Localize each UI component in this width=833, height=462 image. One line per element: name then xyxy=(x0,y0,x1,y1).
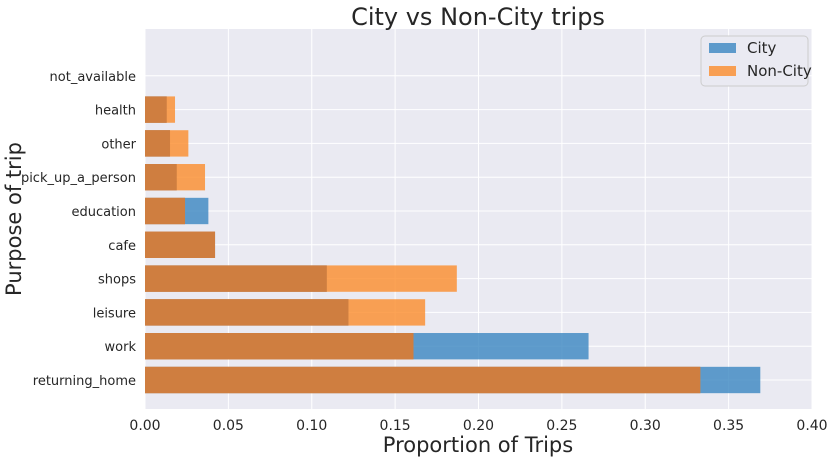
bar-overlap-education xyxy=(145,197,186,225)
y-tick-label: shops xyxy=(98,273,136,288)
y-tick-label: other xyxy=(101,137,136,152)
bars xyxy=(145,96,761,394)
bar-overlap-work xyxy=(145,333,414,360)
y-tick-label: pick_up_a_person xyxy=(21,171,136,186)
y-tick-label: leisure xyxy=(93,306,136,321)
legend-swatch-non-city xyxy=(709,66,736,76)
bar-overlap-other xyxy=(145,130,171,157)
x-tick-label: 0.35 xyxy=(713,418,744,434)
x-axis-ticks: 0.00 0.05 0.10 0.15 0.20 0.25 0.30 0.35 0.40 xyxy=(129,418,827,434)
bar-overlap-shops xyxy=(145,265,327,292)
x-tick-label: 0.05 xyxy=(213,418,244,434)
x-tick-label: 0.25 xyxy=(546,418,577,434)
x-axis-title: Proportion of Trips xyxy=(383,433,573,457)
y-tick-label: returning_home xyxy=(33,374,136,389)
x-tick-label: 0.15 xyxy=(380,418,411,434)
bar-overlap-health xyxy=(145,96,167,123)
chart-title: City vs Non-City trips xyxy=(351,3,605,31)
bar-overlap-returning_home xyxy=(145,366,701,394)
x-tick-label: 0.20 xyxy=(463,418,494,434)
x-tick-label: 0.30 xyxy=(630,418,661,434)
legend-label-city: City xyxy=(747,39,777,57)
x-tick-label: 0.00 xyxy=(129,418,160,434)
legend: City Non-City xyxy=(700,35,812,87)
y-tick-label: education xyxy=(71,205,136,220)
y-axis-ticks: returning_home work leisure shops cafe educat… xyxy=(21,70,137,389)
x-tick-label: 0.10 xyxy=(296,418,327,434)
bar-overlap-cafe xyxy=(145,231,216,258)
bar-overlap-pick_up_a_person xyxy=(145,164,177,191)
legend-swatch-city xyxy=(709,43,736,53)
legend-label-non-city: Non-City xyxy=(747,62,812,80)
y-tick-label: health xyxy=(95,104,136,119)
x-tick-label: 0.40 xyxy=(796,418,827,434)
y-axis-title: Purpose of trip xyxy=(2,142,26,296)
y-tick-label: not_available xyxy=(50,70,136,85)
y-tick-label: work xyxy=(105,340,137,355)
y-tick-label: cafe xyxy=(108,239,136,254)
bar-overlap-leisure xyxy=(145,299,349,326)
